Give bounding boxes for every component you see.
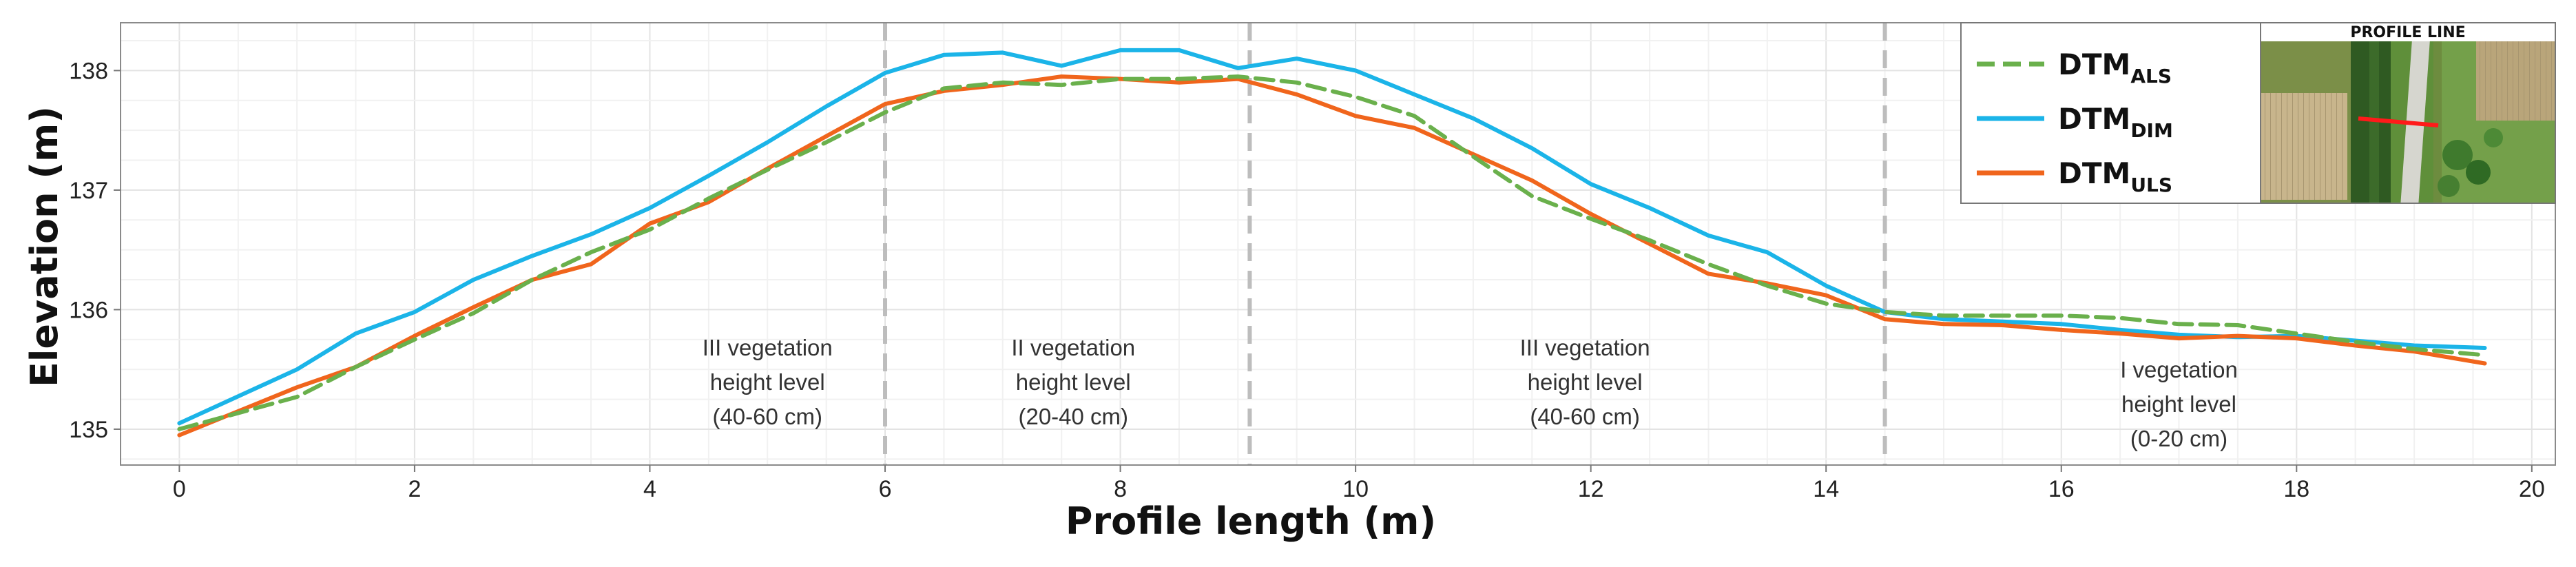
vegetation-level-label: II vegetation height level (20-40 cm) (1011, 335, 1135, 429)
x-tick-label: 12 (1578, 476, 1604, 502)
series-line-uls (177, 74, 2487, 437)
vegetation-level-label: I vegetation height level (0-20 cm) (2120, 357, 2238, 451)
x-tick-label: 4 (643, 476, 656, 502)
y-tick-label: 138 (69, 58, 108, 84)
x-tick-label: 20 (2519, 476, 2545, 502)
y-tick-label: 137 (69, 178, 108, 204)
legend-label-dim: DTMDIM (2058, 102, 2173, 142)
legend-label-als: DTMALS (2058, 48, 2172, 87)
x-tick-label: 14 (1813, 476, 1839, 502)
profile-line-marker (2358, 116, 2439, 127)
aerial-photo (2261, 41, 2555, 203)
x-axis-title: Profile length (m) (1066, 499, 1436, 543)
series-line-als (177, 74, 2487, 431)
x-tick-label: 2 (408, 476, 421, 502)
vegetation-boundaries (883, 23, 1887, 465)
grid (120, 23, 2555, 465)
x-tick-label: 8 (1114, 476, 1127, 502)
x-tick-label: 16 (2048, 476, 2075, 502)
y-axis-title: Elevation (m) (23, 106, 66, 387)
vegetation-annotations: III vegetation height level (40-60 cm) II v… (703, 335, 2238, 451)
vegetation-level-label: III vegetation height level (40-60 cm) (703, 335, 833, 429)
y-tick-label: 135 (69, 417, 108, 443)
vegetation-level-label: III vegetation height level (40-60 cm) (1520, 335, 1650, 429)
y-tick-label: 136 (69, 297, 108, 323)
inset-title: PROFILE LINE (2350, 24, 2465, 41)
x-tick-label: 6 (879, 476, 892, 502)
axis-ticks: 0 2 4 6 8 10 12 14 16 18 20 135 136 137 138 (69, 58, 2544, 502)
legend: DTMALS DTMDIM DTMULS PROFILE LINE (1960, 22, 2556, 204)
plot-area-border (120, 22, 2556, 466)
x-tick-label: 18 (2283, 476, 2309, 502)
series-lines (177, 48, 2487, 437)
x-tick-label: 0 (173, 476, 186, 502)
series-line-dim (177, 48, 2487, 426)
profile-line-inset: PROFILE LINE (2260, 22, 2556, 204)
legend-label-uls: DTMULS (2058, 156, 2172, 196)
x-tick-label: 10 (1342, 476, 1369, 502)
